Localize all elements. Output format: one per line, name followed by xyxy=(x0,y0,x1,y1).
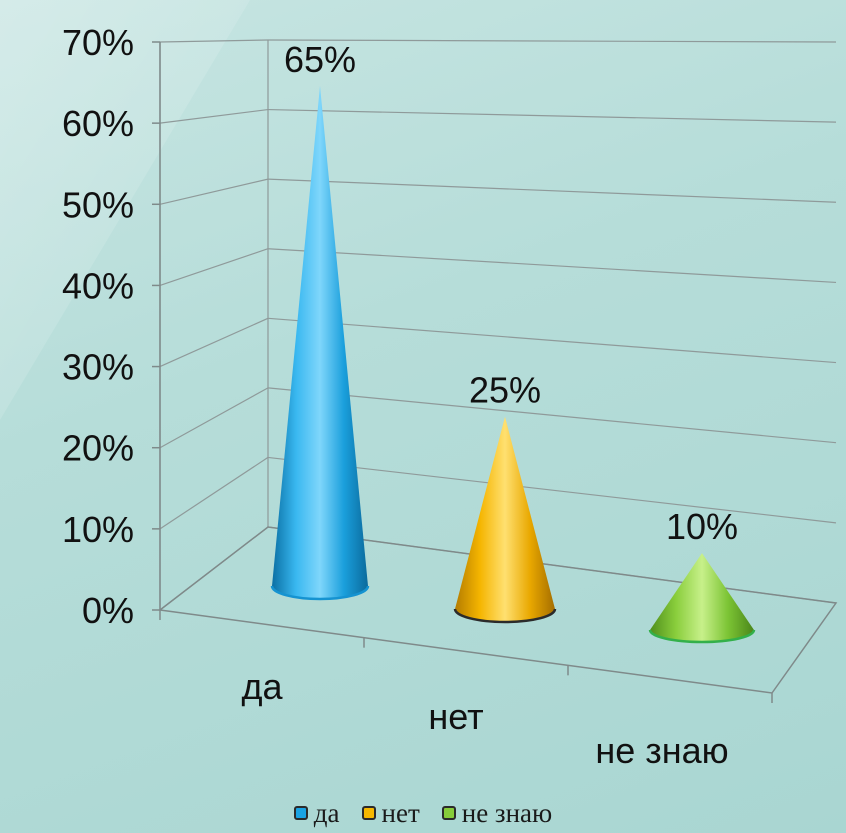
legend-label-yes: да xyxy=(313,797,340,828)
cone-2 xyxy=(648,553,756,644)
data-label: 10% xyxy=(666,506,738,547)
cone-base-rim xyxy=(648,629,756,644)
background-streak xyxy=(0,0,250,420)
category-label: нет xyxy=(428,696,483,737)
cone-base-rim xyxy=(453,608,557,624)
y-tick-labels: 0% 10% 20% 30% 40% 50% 60% 70% xyxy=(62,22,134,631)
legend-swatch-dont-know xyxy=(441,806,456,820)
y-tick-label: 30% xyxy=(62,347,134,388)
data-label: 65% xyxy=(284,39,356,80)
gridline-back xyxy=(267,39,837,43)
gridlines xyxy=(159,39,837,611)
gridline-side xyxy=(159,39,269,43)
cone-body xyxy=(650,553,754,642)
gridline-side xyxy=(159,317,269,368)
data-label: 25% xyxy=(469,370,541,411)
y-tick-label: 0% xyxy=(82,590,134,631)
data-labels: 65% 25% 10% xyxy=(284,39,738,547)
category-labels: да нет не знаю xyxy=(241,666,728,771)
category-label: да xyxy=(241,666,283,707)
legend-swatch-yes xyxy=(293,806,308,820)
y-tick-label: 60% xyxy=(62,103,134,144)
cone-body xyxy=(272,86,368,599)
y-tick-label: 70% xyxy=(62,22,134,63)
cone-0 xyxy=(270,86,370,601)
gridline-side xyxy=(159,108,269,124)
legend-label-dont-know: не знаю xyxy=(461,797,553,828)
y-tick-label: 40% xyxy=(62,265,134,306)
gridline-back xyxy=(267,108,837,123)
gridline-side xyxy=(159,248,269,286)
gridline-back xyxy=(267,387,837,444)
legend: да нет не знаю xyxy=(0,793,846,833)
cone-body xyxy=(455,416,555,622)
legend-swatch-no xyxy=(361,806,376,820)
gridline-side xyxy=(159,456,269,530)
gridline-back xyxy=(267,317,837,364)
cone-base-rim xyxy=(270,585,370,601)
category-label: не знаю xyxy=(595,730,728,771)
gridline-side xyxy=(159,178,269,205)
cones xyxy=(270,86,756,644)
y-tick-label: 50% xyxy=(62,184,134,225)
gridline-back xyxy=(267,456,837,524)
legend-item-no: нет xyxy=(361,797,420,828)
gridline-back xyxy=(267,248,837,284)
cone-1 xyxy=(453,416,557,624)
legend-item-dont-know: не знаю xyxy=(441,797,553,828)
y-tick-label: 10% xyxy=(62,509,134,550)
y-tick-label: 20% xyxy=(62,428,134,469)
axes xyxy=(152,40,838,703)
legend-label-no: нет xyxy=(381,797,420,828)
gridline-side xyxy=(159,387,269,449)
gridline-back xyxy=(267,178,837,203)
legend-item-yes: да xyxy=(293,797,340,828)
